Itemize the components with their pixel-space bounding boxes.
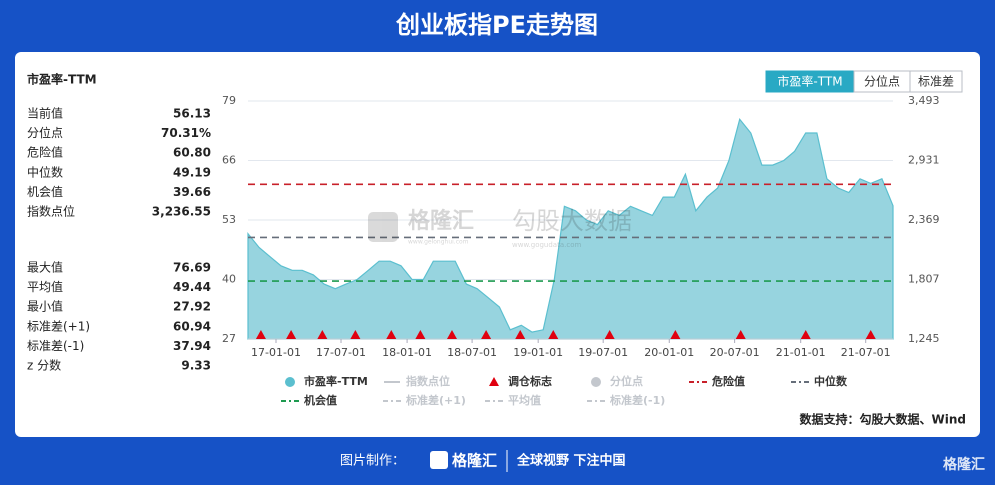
stat-label: 危险值 [27, 145, 63, 160]
x-tick-label: 19-07-01 [578, 346, 628, 359]
stat-value: 60.94 [173, 319, 211, 333]
stat-label: z 分数 [27, 358, 61, 373]
rebalance-marker [515, 330, 526, 339]
rebalance-marker [415, 330, 426, 339]
rebalance-marker [548, 330, 559, 339]
y2-tick-label: 3,493 [908, 94, 940, 107]
y-tick-label: 53 [222, 213, 236, 226]
tab-label[interactable]: 市盈率-TTM [777, 74, 842, 89]
x-tick-label: 17-01-01 [251, 346, 301, 359]
stat-label: 中位数 [27, 164, 63, 179]
stat-label: 标准差(+1) [27, 319, 90, 333]
legend-label[interactable]: 调仓标志 [508, 374, 552, 388]
y2-tick-label: 1,245 [908, 332, 940, 345]
legend-symbol [489, 377, 499, 386]
stat-value: 49.19 [173, 165, 211, 179]
rebalance-marker [604, 330, 615, 339]
stat-value: 37.94 [173, 339, 211, 353]
legend-label[interactable]: 中位数 [814, 374, 848, 388]
wm-text: 勾股大数据 [512, 207, 632, 235]
rebalance-marker [481, 330, 492, 339]
x-tick-label: 18-01-01 [382, 346, 432, 359]
stat-value: 27.92 [173, 300, 211, 314]
area [247, 118, 894, 340]
legend-label[interactable]: 分位点 [610, 374, 643, 388]
legend-symbol [285, 377, 295, 387]
stat-label: 指数点位 [27, 204, 75, 219]
legend-label[interactable]: 平均值 [508, 393, 541, 407]
x-tick-label: 20-01-01 [644, 346, 694, 359]
y-tick-label: 40 [222, 273, 236, 286]
x-tick-label: 17-07-01 [316, 346, 366, 359]
legend-label[interactable]: 指数点位 [406, 374, 450, 388]
y2-tick-label: 2,369 [908, 213, 940, 226]
source: 数据支持：勾股大数据、Wind [800, 412, 966, 427]
legend-label[interactable]: 危险值 [711, 374, 745, 388]
rebalance-marker [350, 330, 361, 339]
rebalance-marker [317, 330, 328, 339]
legend-label[interactable]: 标准差(-1) [609, 393, 665, 407]
rebalance-marker [800, 330, 811, 339]
footer-slogan: 全球视野 下注中国 [516, 453, 626, 469]
y2-tick-label: 2,931 [908, 154, 940, 167]
wm-url: www.gogudata.com [512, 241, 581, 249]
wm-logo [368, 212, 398, 242]
y-tick-label: 66 [222, 154, 236, 167]
x-tick-label: 18-07-01 [447, 346, 497, 359]
stat-value: 9.33 [181, 359, 211, 373]
stat-label: 机会值 [27, 184, 63, 199]
tab[interactable] [909, 70, 963, 93]
y-tick-label: 79 [222, 94, 236, 107]
stat-value: 56.13 [173, 107, 211, 121]
stat-label: 平均值 [27, 279, 63, 294]
rebalance-marker [446, 330, 457, 339]
rebalance-marker [286, 330, 297, 339]
rebalance-marker [865, 330, 876, 339]
page-title: 创业板指PE走势图 [395, 11, 598, 39]
rebalance-marker [255, 330, 266, 339]
stat-label: 最小值 [27, 299, 63, 314]
stat-value: 39.66 [173, 185, 211, 199]
stat-value: 76.69 [173, 261, 211, 275]
tab-label[interactable]: 分位点 [864, 74, 900, 89]
corner-brand: 格隆汇 [943, 456, 985, 473]
wm-text: 格隆汇 [408, 208, 474, 234]
stat-value: 49.44 [173, 280, 211, 294]
rebalance-marker [386, 330, 397, 339]
rebalance-marker [735, 330, 746, 339]
x-tick-label: 21-01-01 [776, 346, 826, 359]
stat-value: 3,236.55 [152, 205, 211, 219]
footer-made-by: 图片制作： [340, 454, 405, 469]
legend-label[interactable]: 机会值 [304, 393, 337, 407]
stat-label: 分位点 [27, 125, 63, 140]
stats-title: 市盈率-TTM [27, 72, 97, 87]
y-tick-label: 27 [222, 332, 236, 345]
legend-symbol [591, 377, 601, 387]
wm-url: www.gelonghui.com [408, 239, 469, 246]
stat-value: 60.80 [173, 146, 211, 160]
stat-value: 70.31% [161, 126, 211, 140]
y2-tick-label: 1,807 [908, 273, 940, 286]
legend-label[interactable]: 市盈率-TTM [304, 374, 368, 388]
stat-label: 当前值 [27, 106, 63, 121]
x-tick-label: 21-07-01 [841, 346, 891, 359]
stat-label: 最大值 [27, 260, 63, 275]
x-tick-label: 20-07-01 [710, 346, 760, 359]
watermark: 格隆汇 www.gelonghui.com 勾股大数据 www.gogudata… [368, 207, 632, 249]
rebalance-marker [670, 330, 681, 339]
x-tick-label: 19-01-01 [513, 346, 563, 359]
tab-label[interactable]: 标准差 [918, 75, 954, 89]
footer-brand: 格隆汇 [452, 452, 497, 470]
legend-label[interactable]: 标准差(+1) [405, 393, 466, 407]
footer-logo [430, 451, 448, 469]
stat-label: 标准差(-1) [27, 339, 84, 353]
